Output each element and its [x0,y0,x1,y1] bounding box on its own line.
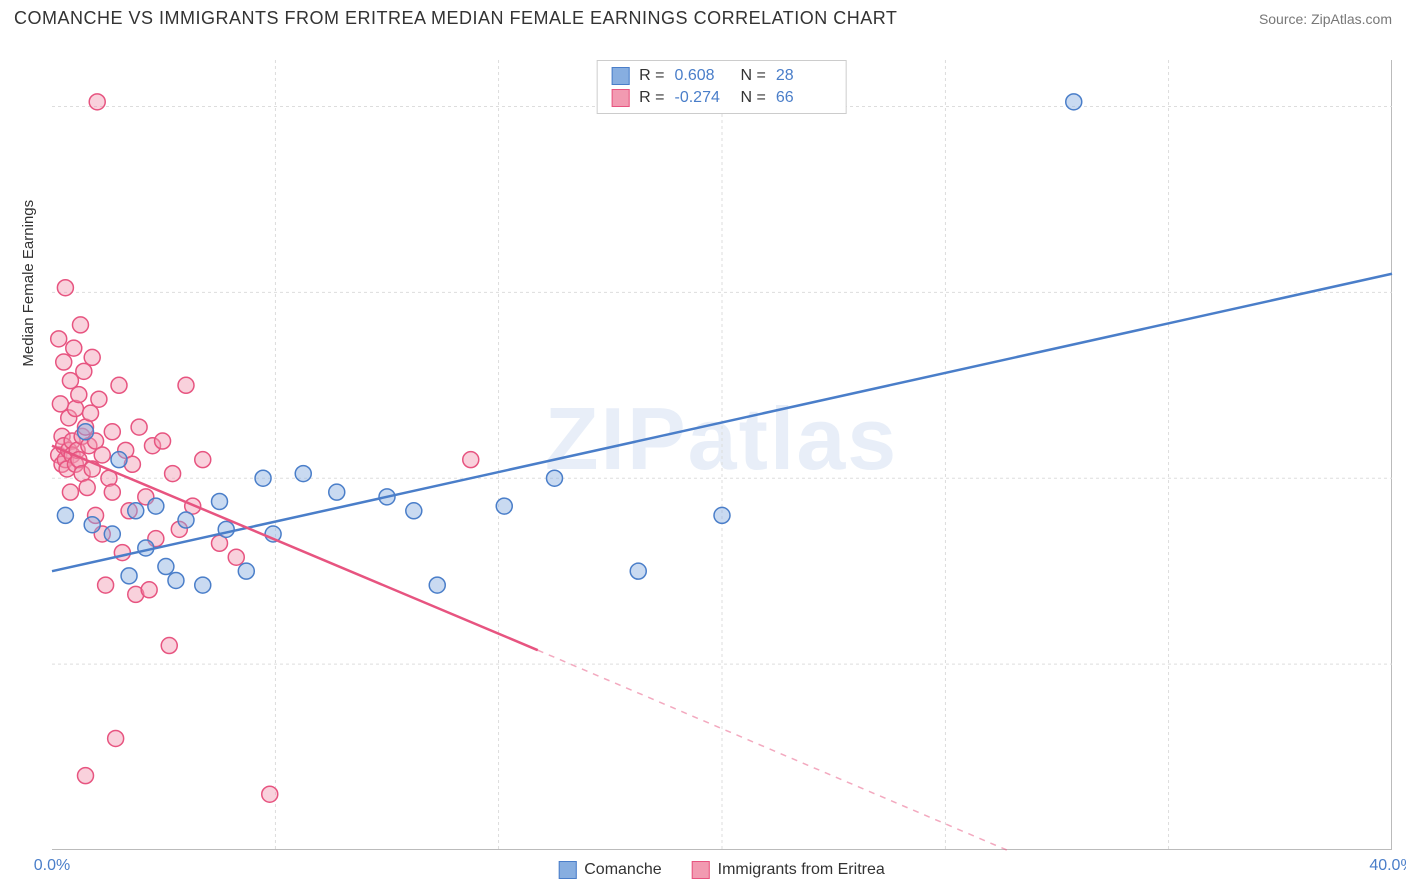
correlation-stats-box: R = 0.608 N = 28 R = -0.274 N = 66 [596,60,847,114]
y-axis-label: Median Female Earnings [20,200,37,367]
y-tick-label: $80,000 [1401,97,1406,115]
y-tick-label: $20,000 [1401,655,1406,673]
legend-swatch-1 [558,861,576,879]
legend-swatch-2 [692,861,710,879]
r-label-1: R = [639,67,664,85]
legend-label-1: Comanche [584,861,661,879]
source-attribution: Source: ZipAtlas.com [1259,11,1392,27]
legend-item-2: Immigrants from Eritrea [692,861,885,879]
chart-svg [52,60,1391,849]
stats-row-series-2: R = -0.274 N = 66 [611,87,832,109]
y-tick-label: $40,000 [1401,469,1406,487]
bottom-legend: Comanche Immigrants from Eritrea [558,861,885,879]
n-value-1: 28 [776,67,832,85]
n-value-2: 66 [776,89,832,107]
legend-item-1: Comanche [558,861,661,879]
r-label-2: R = [639,89,664,107]
legend-label-2: Immigrants from Eritrea [718,861,885,879]
r-value-1: 0.608 [675,67,731,85]
chart-plot-area: ZIPatlas $20,000$40,000$60,000$80,000 0.… [52,60,1392,850]
r-value-2: -0.274 [675,89,731,107]
n-label-2: N = [741,89,766,107]
swatch-series-2 [611,89,629,107]
swatch-series-1 [611,67,629,85]
x-tick-label: 40.0% [1369,857,1406,875]
stats-row-series-1: R = 0.608 N = 28 [611,65,832,87]
n-label-1: N = [741,67,766,85]
x-tick-label: 0.0% [34,857,70,875]
chart-title: COMANCHE VS IMMIGRANTS FROM ERITREA MEDI… [14,8,897,29]
y-tick-label: $60,000 [1401,283,1406,301]
